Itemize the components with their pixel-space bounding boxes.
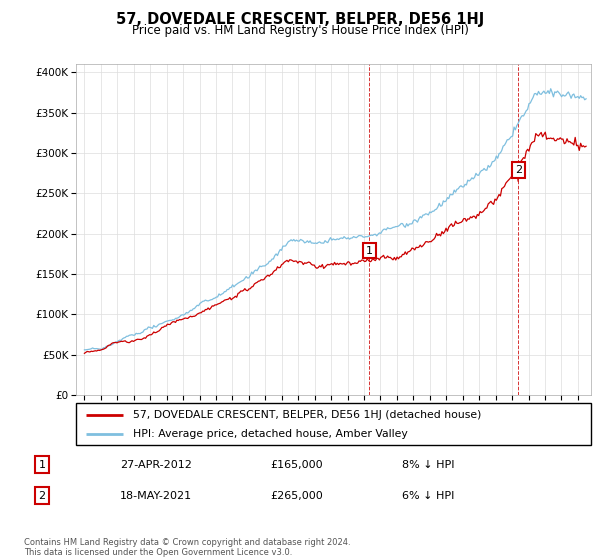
Text: £265,000: £265,000 bbox=[270, 491, 323, 501]
Text: Price paid vs. HM Land Registry's House Price Index (HPI): Price paid vs. HM Land Registry's House … bbox=[131, 24, 469, 36]
Text: 1: 1 bbox=[38, 460, 46, 470]
Text: 57, DOVEDALE CRESCENT, BELPER, DE56 1HJ: 57, DOVEDALE CRESCENT, BELPER, DE56 1HJ bbox=[116, 12, 484, 27]
Text: 1: 1 bbox=[366, 245, 373, 255]
FancyBboxPatch shape bbox=[76, 403, 591, 445]
Text: 2: 2 bbox=[515, 165, 522, 175]
Text: 6% ↓ HPI: 6% ↓ HPI bbox=[402, 491, 454, 501]
Text: Contains HM Land Registry data © Crown copyright and database right 2024.
This d: Contains HM Land Registry data © Crown c… bbox=[24, 538, 350, 557]
Text: HPI: Average price, detached house, Amber Valley: HPI: Average price, detached house, Ambe… bbox=[133, 429, 407, 439]
Text: £165,000: £165,000 bbox=[270, 460, 323, 470]
Text: 57, DOVEDALE CRESCENT, BELPER, DE56 1HJ (detached house): 57, DOVEDALE CRESCENT, BELPER, DE56 1HJ … bbox=[133, 409, 481, 419]
Text: 18-MAY-2021: 18-MAY-2021 bbox=[120, 491, 192, 501]
Text: 27-APR-2012: 27-APR-2012 bbox=[120, 460, 192, 470]
Text: 8% ↓ HPI: 8% ↓ HPI bbox=[402, 460, 455, 470]
Text: 2: 2 bbox=[38, 491, 46, 501]
